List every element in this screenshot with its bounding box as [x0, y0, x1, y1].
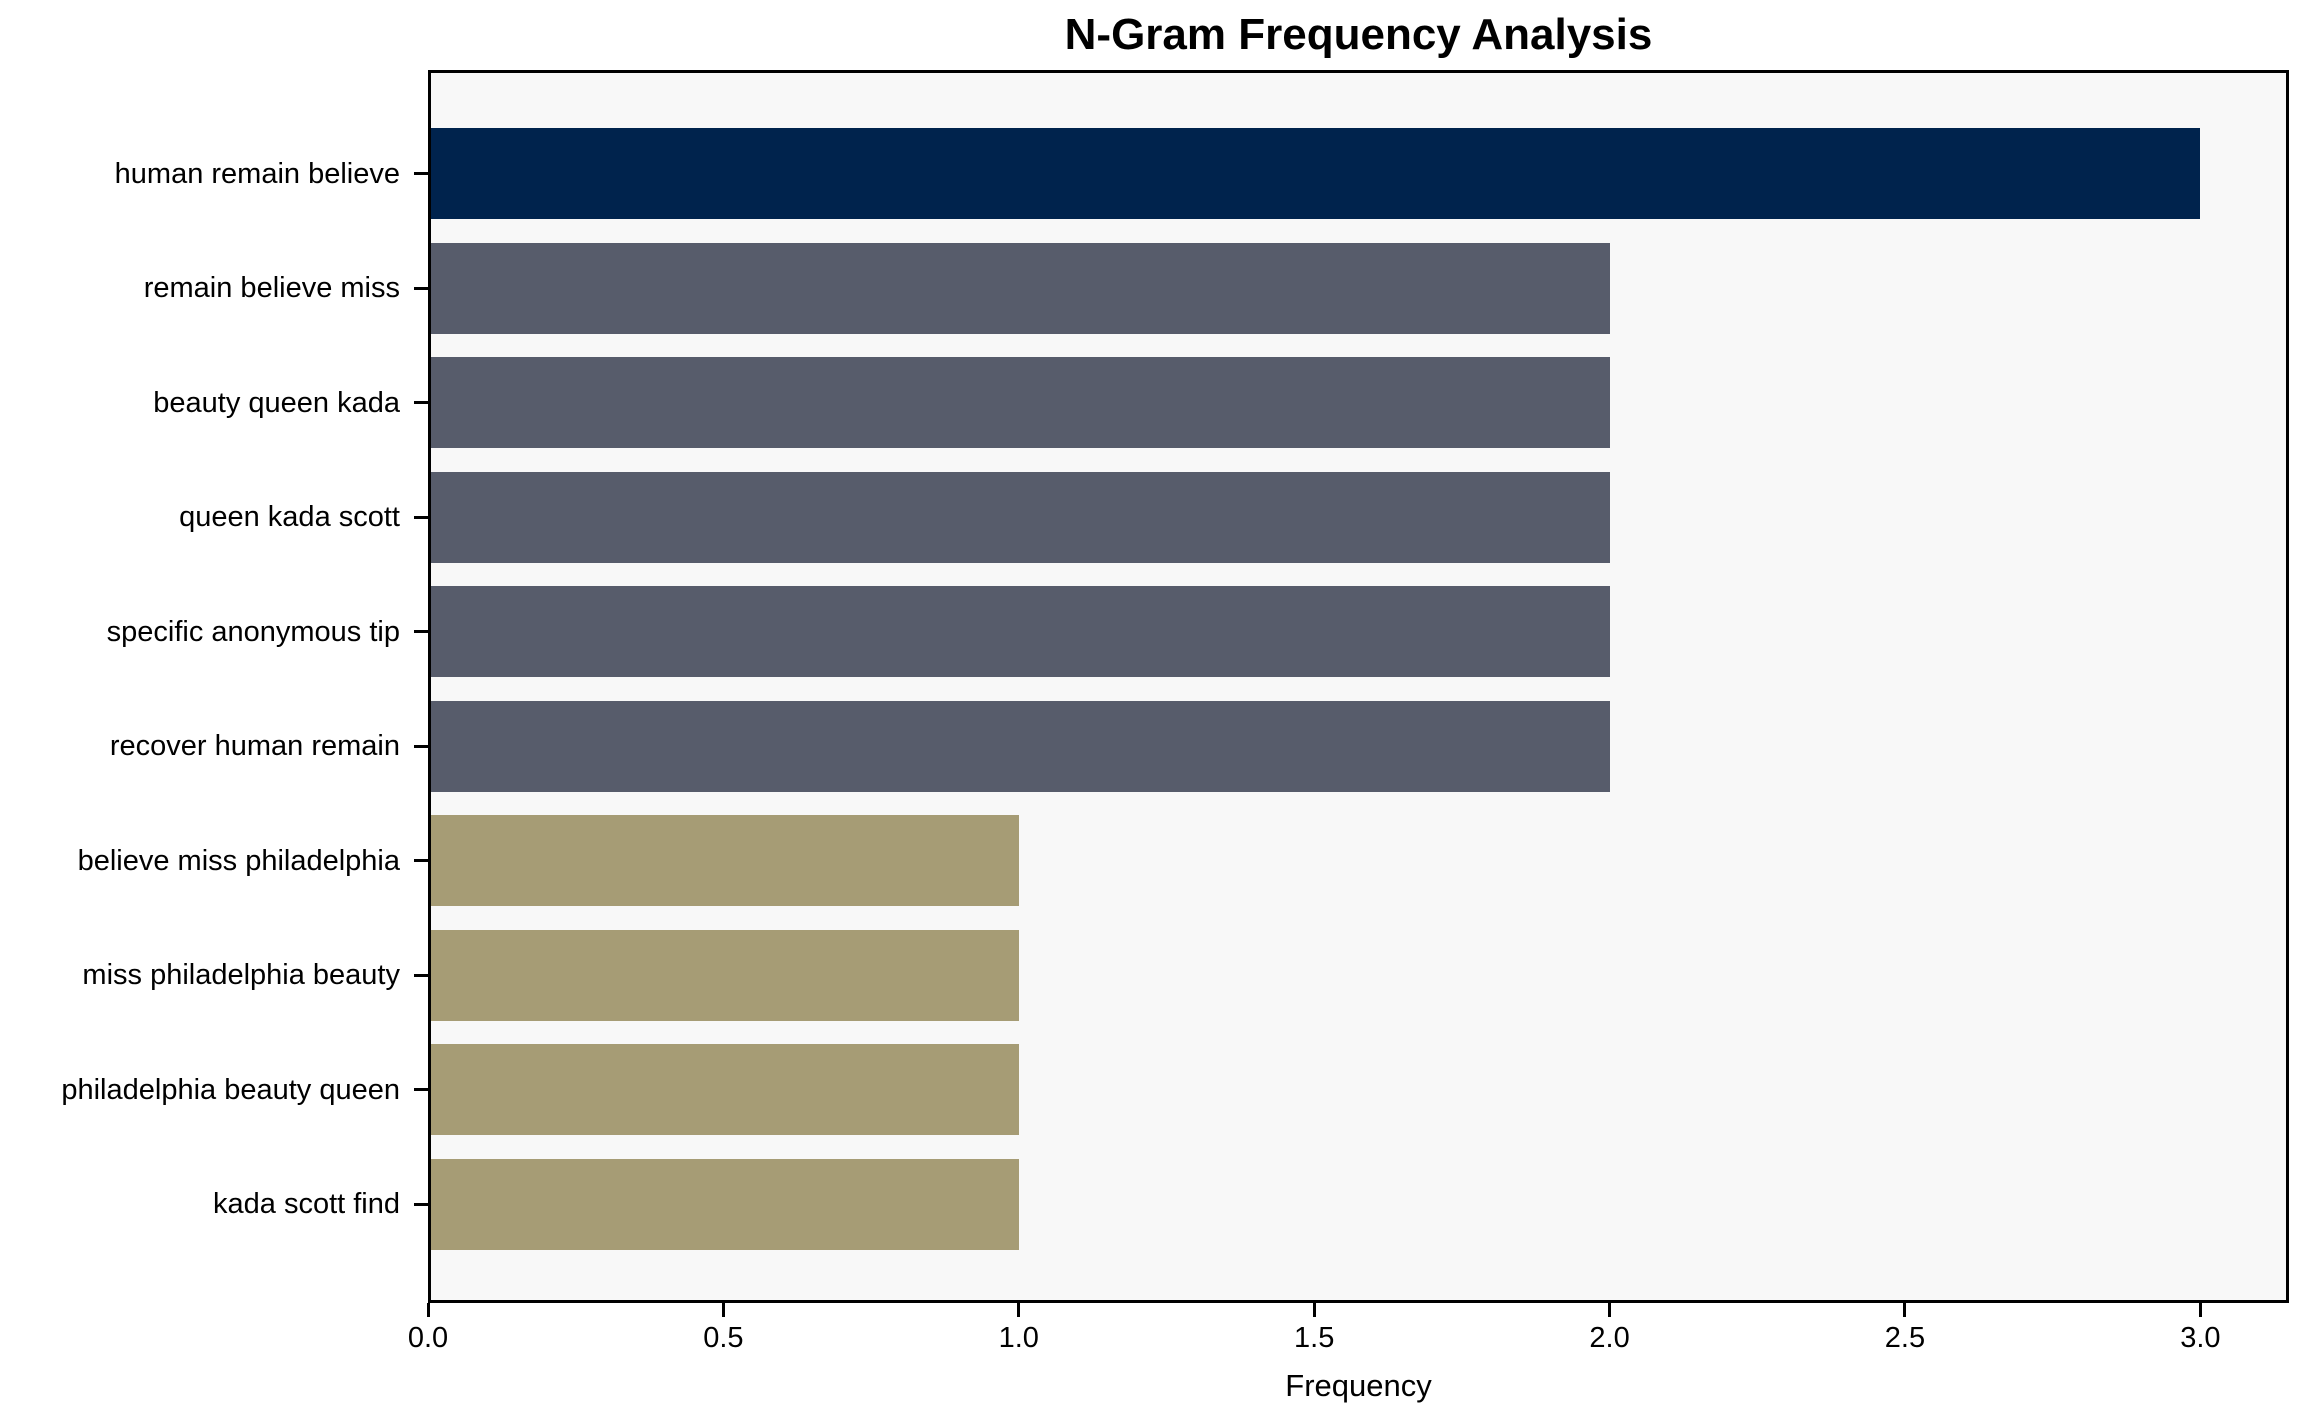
bar-recover-human-remain: [428, 700, 1610, 792]
plot-area: [428, 70, 2289, 1303]
x-tick-label-1.0: 1.0: [998, 1322, 1039, 1354]
y-tick-kada-scott-find: [414, 1202, 428, 1206]
x-tick-label-3.0: 3.0: [2180, 1322, 2221, 1354]
y-tick-label-queen-kada-scott: queen kada scott: [179, 501, 400, 534]
x-tick-3.0: [2198, 1303, 2202, 1317]
y-tick-label-specific-anonymous-tip: specific anonymous tip: [106, 615, 400, 648]
y-tick-label-miss-philadelphia-beauty: miss philadelphia beauty: [82, 959, 400, 992]
bar-kada-scott-find: [428, 1158, 1019, 1250]
y-tick-remain-believe-miss: [414, 286, 428, 290]
x-tick-0.0: [426, 1303, 430, 1317]
y-tick-recover-human-remain: [414, 744, 428, 748]
y-tick-label-kada-scott-find: kada scott find: [213, 1188, 400, 1221]
y-tick-queen-kada-scott: [414, 515, 428, 519]
x-tick-label-0.0: 0.0: [407, 1322, 449, 1354]
y-tick-label-believe-miss-philadelphia: believe miss philadelphia: [77, 844, 400, 877]
y-tick-beauty-queen-kada: [414, 401, 428, 405]
bar-specific-anonymous-tip: [428, 586, 1610, 678]
x-tick-2.5: [1903, 1303, 1907, 1317]
y-tick-label-human-remain-believe: human remain believe: [114, 157, 400, 190]
x-tick-label-2.0: 2.0: [1589, 1322, 1630, 1354]
x-tick-1.5: [1312, 1303, 1316, 1317]
x-tick-1.0: [1017, 1303, 1021, 1317]
y-tick-label-remain-believe-miss: remain believe miss: [143, 272, 400, 305]
y-tick-miss-philadelphia-beauty: [414, 973, 428, 977]
y-tick-philadelphia-beauty-queen: [414, 1088, 428, 1092]
y-tick-specific-anonymous-tip: [414, 630, 428, 634]
bar-believe-miss-philadelphia: [428, 815, 1019, 907]
bar-beauty-queen-kada: [428, 357, 1610, 449]
x-tick-label-2.5: 2.5: [1884, 1322, 1926, 1354]
bar-queen-kada-scott: [428, 471, 1610, 563]
bar-miss-philadelphia-beauty: [428, 929, 1019, 1021]
chart-title: N-Gram Frequency Analysis: [1064, 10, 1653, 59]
y-tick-label-recover-human-remain: recover human remain: [109, 730, 400, 763]
bar-human-remain-believe: [428, 128, 2201, 219]
y-tick-believe-miss-philadelphia: [414, 859, 428, 863]
x-tick-label-1.5: 1.5: [1294, 1322, 1335, 1354]
x-tick-0.5: [721, 1303, 725, 1317]
x-axis-title: Frequency: [1285, 1368, 1432, 1403]
bar-remain-believe-miss: [428, 242, 1610, 334]
y-tick-label-philadelphia-beauty-queen: philadelphia beauty queen: [61, 1073, 400, 1106]
x-tick-2.0: [1608, 1303, 1612, 1317]
x-tick-label-0.5: 0.5: [703, 1322, 744, 1354]
y-tick-label-beauty-queen-kada: beauty queen kada: [153, 386, 400, 419]
bar-philadelphia-beauty-queen: [428, 1044, 1019, 1136]
y-tick-human-remain-believe: [414, 172, 428, 175]
